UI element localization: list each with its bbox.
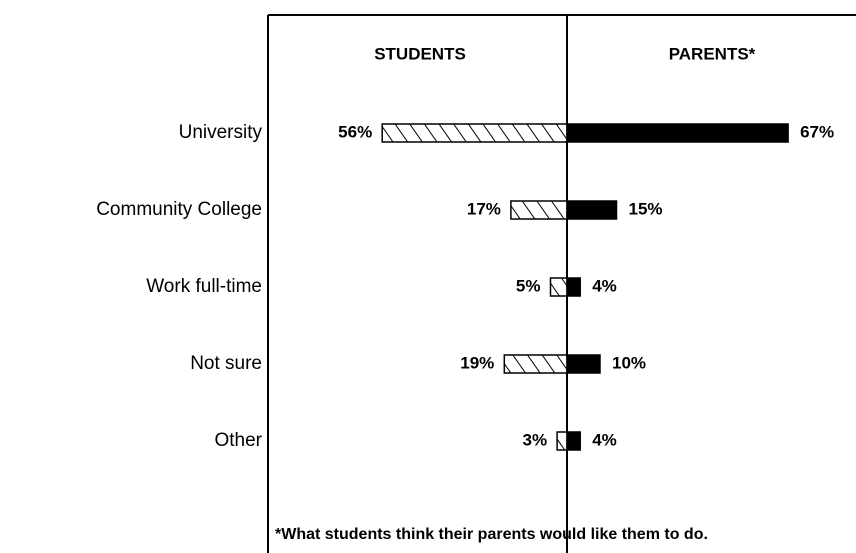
value-label: 10% xyxy=(612,353,646,372)
series-header: PARENTS* xyxy=(669,44,756,63)
value-label: 3% xyxy=(523,430,548,449)
value-label: 4% xyxy=(592,276,617,295)
value-label: 17% xyxy=(467,199,501,218)
bar xyxy=(566,123,789,143)
bar xyxy=(566,354,601,374)
bar xyxy=(556,431,568,451)
bar xyxy=(381,123,568,143)
bar xyxy=(566,200,618,220)
value-label: 15% xyxy=(629,199,663,218)
series-header: STUDENTS xyxy=(374,44,466,63)
bar xyxy=(566,431,581,451)
value-label: 4% xyxy=(592,430,617,449)
category-label: University xyxy=(179,122,263,143)
bar xyxy=(503,354,568,374)
bar xyxy=(549,277,568,297)
category-label: Other xyxy=(214,430,262,451)
value-label: 5% xyxy=(516,276,541,295)
footnote: *What students think their parents would… xyxy=(275,526,708,543)
value-label: 67% xyxy=(800,122,834,141)
bar xyxy=(566,277,581,297)
category-label: Work full-time xyxy=(146,276,262,297)
category-label: Not sure xyxy=(190,353,262,374)
bar xyxy=(510,200,568,220)
value-label: 56% xyxy=(338,122,372,141)
category-label: Community College xyxy=(96,199,262,220)
value-label: 19% xyxy=(460,353,494,372)
